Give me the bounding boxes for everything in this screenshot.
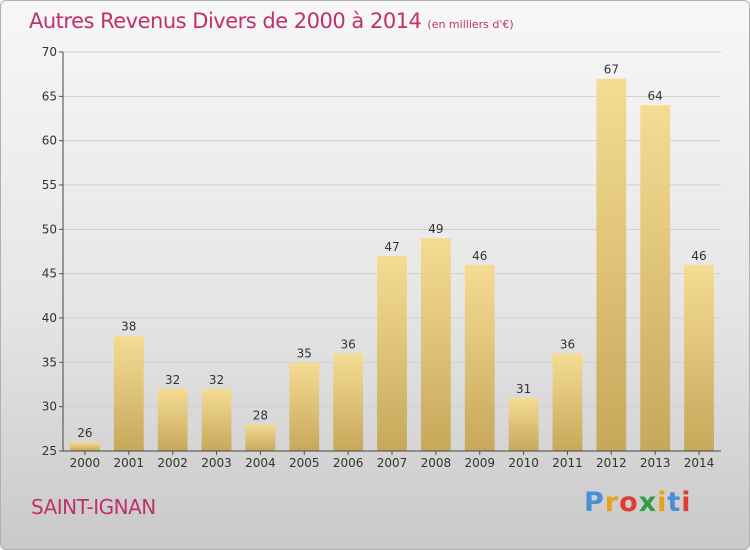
bar-2012 — [596, 78, 627, 451]
x-tick-label: 2013 — [640, 456, 671, 470]
x-tick-label: 2008 — [421, 456, 452, 470]
bar-2006 — [333, 353, 364, 451]
data-label: 67 — [604, 63, 619, 77]
bar-2002 — [157, 388, 188, 451]
y-tick-label: 55 — [42, 178, 57, 192]
y-tick-label: 40 — [42, 311, 57, 325]
x-tick-label: 2006 — [333, 456, 364, 470]
x-tick-label: 2005 — [289, 456, 320, 470]
bar-2000 — [70, 442, 100, 451]
bar-2013 — [640, 105, 671, 451]
data-label: 38 — [121, 320, 136, 334]
bar-2005 — [289, 362, 320, 451]
data-label: 32 — [165, 373, 180, 387]
data-label: 47 — [384, 240, 399, 254]
place-name: SAINT-IGNAN — [31, 495, 156, 519]
y-tick-label: 25 — [42, 444, 57, 458]
chart-title: Autres Revenus Divers de 2000 à 2014 (en … — [29, 9, 514, 33]
bar-2008 — [420, 238, 451, 451]
x-tick-label: 2002 — [157, 456, 188, 470]
chart-subtitle: (en milliers d'€) — [427, 18, 514, 31]
x-tick-label: 2001 — [114, 456, 145, 470]
x-tick-label: 2004 — [245, 456, 276, 470]
data-label: 46 — [691, 249, 706, 263]
x-tick-label: 2010 — [508, 456, 539, 470]
data-label: 49 — [428, 222, 443, 236]
data-label: 26 — [77, 426, 92, 440]
chart-title-text: Autres Revenus Divers de 2000 à 2014 — [29, 9, 422, 33]
proxiti-logo: Proxiti — [584, 487, 692, 518]
bar-2004 — [245, 424, 276, 451]
bar-2009 — [464, 264, 495, 451]
data-label: 36 — [560, 337, 575, 351]
y-tick-label: 50 — [42, 222, 57, 236]
y-tick-label: 35 — [42, 355, 57, 369]
bars: 26 38 32 32 28 35 36 47 49 46 31 36 67 64 46 — [70, 63, 714, 451]
x-tick-label: 2000 — [70, 456, 101, 470]
y-tick-label: 65 — [42, 89, 57, 103]
data-label: 64 — [648, 89, 663, 103]
x-tick-label: 2012 — [596, 456, 627, 470]
bar-2010 — [508, 397, 539, 451]
y-tick-label: 30 — [42, 400, 57, 414]
data-label: 32 — [209, 373, 224, 387]
data-label: 46 — [472, 249, 487, 263]
axes: 25 30 35 40 45 50 55 60 65 70 2000 2001 2002 2003 2004… — [42, 45, 721, 470]
bar-2003 — [201, 388, 232, 451]
x-tick-label: 2007 — [377, 456, 408, 470]
x-tick-label: 2009 — [464, 456, 495, 470]
bar-2001 — [113, 335, 144, 451]
y-tick-label: 70 — [42, 45, 57, 59]
x-tick-label: 2011 — [552, 456, 583, 470]
x-tick-label: 2003 — [201, 456, 232, 470]
data-label: 31 — [516, 382, 531, 396]
y-tick-label: 45 — [42, 267, 57, 281]
bar-2011 — [552, 353, 583, 451]
bar-2007 — [377, 255, 407, 451]
y-tick-label: 60 — [42, 134, 57, 148]
data-label: 35 — [297, 346, 312, 360]
data-label: 36 — [340, 337, 355, 351]
data-label: 28 — [253, 408, 268, 422]
bar-2014 — [684, 264, 714, 451]
x-tick-label: 2014 — [684, 456, 715, 470]
